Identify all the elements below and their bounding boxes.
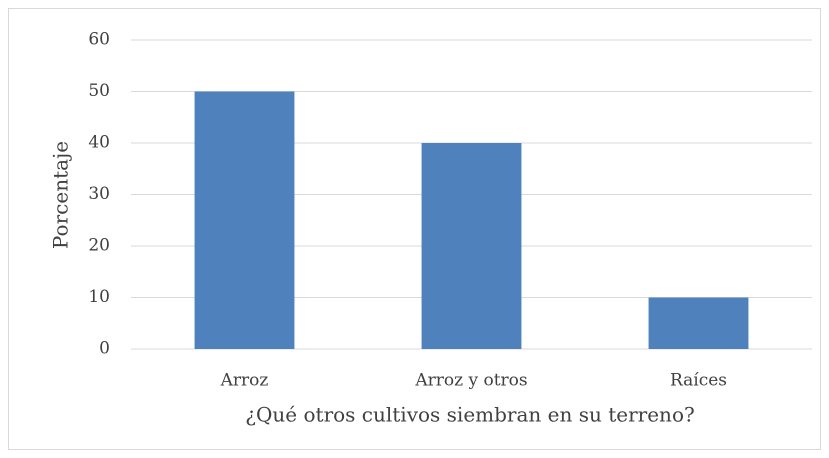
y-tick-label: 40 [88, 133, 110, 153]
y-tick-label: 50 [88, 81, 110, 101]
y-axis-title: Porcentaje [49, 141, 73, 249]
x-axis-title: ¿Qué otros cultivos siembran en su terre… [245, 403, 694, 427]
x-tick-label: Arroz [220, 371, 269, 391]
x-tick-label: Arroz y otros [414, 371, 527, 391]
bar [648, 297, 749, 349]
bar [194, 91, 295, 349]
y-tick-label: 20 [88, 236, 110, 256]
y-tick-label: 60 [88, 30, 110, 50]
y-tick-label: 30 [88, 184, 110, 204]
chart-border [8, 8, 821, 450]
y-tick-label: 0 [99, 339, 110, 359]
bar [421, 143, 522, 349]
y-tick-label: 10 [88, 287, 110, 307]
x-tick-label: Raíces [670, 371, 727, 391]
